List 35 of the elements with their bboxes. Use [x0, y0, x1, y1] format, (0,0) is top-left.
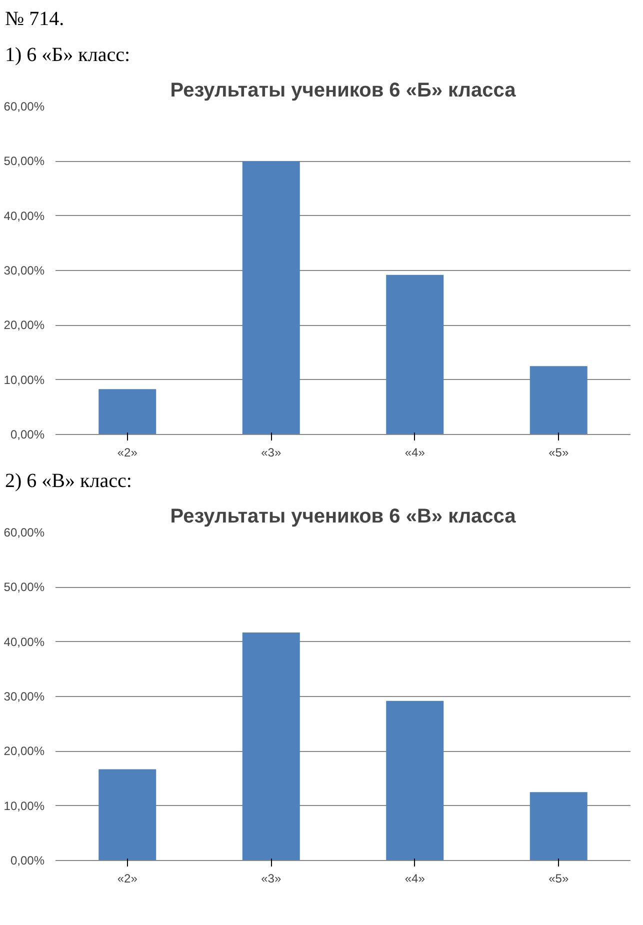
x-tick-label: «4»: [404, 446, 426, 460]
bar: [98, 389, 156, 434]
x-tick-label: «2»: [117, 446, 138, 460]
y-tick-label: 40,00%: [4, 634, 45, 649]
y-tick-label: 30,00%: [4, 264, 45, 278]
chart-title: Результаты учеников 6 «Б» класса: [170, 80, 517, 102]
x-tick-label: «5»: [548, 872, 569, 886]
y-tick-label: 20,00%: [4, 318, 45, 332]
text: 2) 6 «В» класс:: [5, 469, 132, 494]
x-tick-label: «2»: [117, 872, 138, 886]
y-tick-label: 30,00%: [4, 690, 45, 704]
y-tick-label: 20,00%: [4, 744, 45, 758]
y-tick-label: 50,00%: [4, 580, 45, 594]
x-tick-label: «5»: [548, 446, 569, 460]
x-tick-label: «4»: [404, 872, 426, 886]
y-tick-label: 40,00%: [4, 208, 45, 223]
bar: [242, 632, 300, 860]
y-tick-label: 0,00%: [10, 854, 45, 868]
y-tick-label: 10,00%: [4, 798, 45, 813]
bar: [98, 769, 156, 860]
x-tick-label: «3»: [261, 872, 282, 886]
y-tick-label: 10,00%: [4, 372, 45, 387]
text: 1) 6 «Б» класс:: [5, 43, 130, 68]
x-tick-label: «3»: [261, 446, 282, 460]
y-tick-label: 0,00%: [10, 428, 45, 442]
bar: [530, 792, 588, 860]
text: № 714.: [5, 7, 64, 32]
bar: [242, 161, 300, 434]
bar: [530, 366, 588, 434]
y-tick-label: 60,00%: [4, 526, 45, 540]
bar: [386, 700, 444, 860]
bar: [386, 274, 444, 434]
y-tick-label: 50,00%: [4, 154, 45, 168]
chart-title: Результаты учеников 6 «В» класса: [170, 506, 517, 528]
y-tick-label: 60,00%: [4, 100, 45, 114]
